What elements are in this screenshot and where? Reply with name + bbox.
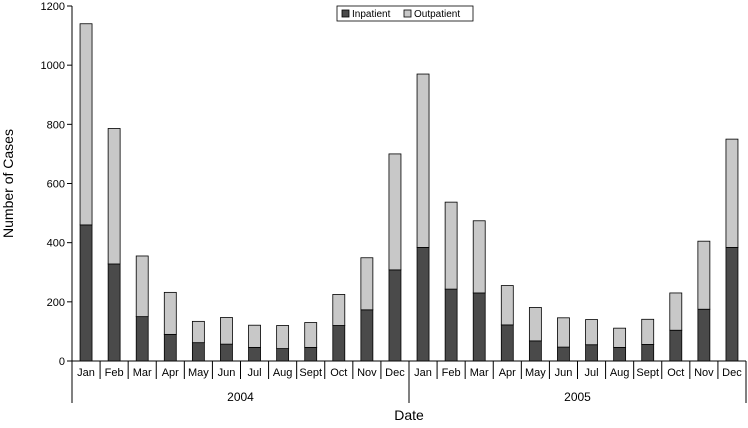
outpatient-bar [613, 327, 627, 348]
inpatient-bar [725, 246, 739, 362]
outpatient-bar [360, 257, 374, 311]
outpatient-bar [332, 294, 346, 326]
outpatient-bar [444, 201, 458, 290]
outpatient-bar [248, 324, 261, 348]
outpatient-bar [472, 220, 486, 294]
x-tick-label: Apr [162, 367, 179, 379]
y-axis-title: Number of Cases [0, 129, 16, 238]
y-tick-label: 1000 [41, 60, 65, 72]
inpatient-bar [276, 348, 290, 362]
y-tick-label: 200 [47, 297, 65, 309]
inpatient-bar [248, 346, 261, 362]
x-tick-label: May [188, 367, 209, 379]
axes [67, 5, 747, 403]
inpatient-bar [472, 292, 486, 362]
outpatient-bar [276, 325, 290, 349]
x-tick-label: Jul [585, 367, 599, 379]
inpatient-bar [388, 269, 402, 362]
legend-swatch-outpatient [403, 9, 412, 18]
x-tick-label: Jan [414, 367, 432, 379]
outpatient-bar [585, 319, 598, 346]
inpatient-bar [191, 342, 205, 362]
x-tick-label: Aug [610, 367, 630, 379]
legend-label-inpatient: Inpatient [352, 9, 391, 20]
inpatient-bar [585, 344, 598, 362]
outpatient-bar [135, 255, 149, 318]
outpatient-bar [500, 285, 514, 326]
x-tick-label: Jun [555, 367, 573, 379]
legend: Inpatient Outpatient [336, 5, 474, 22]
outpatient-bar [220, 317, 233, 345]
x-tick-label: Jul [248, 367, 262, 379]
inpatient-bar [163, 333, 177, 362]
inpatient-bar [220, 343, 233, 362]
x-tick-label: Sept [299, 367, 322, 379]
y-tick-label: 0 [59, 356, 65, 368]
x-tick-label: Dec [385, 367, 405, 379]
x-tick-label: May [525, 367, 546, 379]
inpatient-bar [332, 325, 346, 362]
y-tick-label: 1200 [41, 1, 65, 13]
outpatient-bar [697, 240, 711, 310]
inpatient-bar [641, 344, 655, 362]
outpatient-bar [416, 73, 430, 248]
x-tick-label: Dec [722, 367, 742, 379]
x-tick-label: Sept [636, 367, 659, 379]
x-tick-label: Feb [105, 367, 124, 379]
y-tick-label: 600 [47, 179, 65, 191]
bars-group [79, 23, 739, 362]
inpatient-bar [669, 329, 683, 362]
inpatient-bar [416, 246, 430, 362]
inpatient-bar [500, 324, 514, 362]
x-tick-label: Oct [330, 367, 347, 379]
inpatient-bar [444, 288, 458, 362]
y-tick-label: 400 [47, 238, 65, 250]
outpatient-bar [388, 153, 402, 271]
inpatient-bar [613, 346, 627, 362]
x-tick-label: Mar [470, 367, 489, 379]
x-tick-label: Mar [133, 367, 152, 379]
outpatient-bar [107, 128, 121, 265]
x-tick-label: Aug [273, 367, 293, 379]
legend-label-outpatient: Outpatient [414, 9, 460, 20]
x-tick-label: Nov [357, 367, 377, 379]
x-tick-label: Apr [499, 367, 516, 379]
inpatient-bar [107, 263, 121, 362]
x-tick-label: Feb [442, 367, 461, 379]
inpatient-bar [135, 316, 149, 362]
outpatient-bar [557, 317, 570, 348]
outpatient-bar [304, 322, 318, 348]
x-tick-label: Jun [218, 367, 236, 379]
x-tick-label: Oct [667, 367, 684, 379]
y-tick-label: 800 [47, 119, 65, 131]
x-tick-label: Jan [77, 367, 95, 379]
labels-group: 0 200 400 600 800 1000 1200 Number of Cases Jan F… [0, 1, 742, 423]
x-axis-title: Date [394, 407, 424, 423]
outpatient-bar [669, 292, 683, 331]
outpatient-bar [725, 138, 739, 248]
inpatient-bar [697, 308, 711, 362]
inpatient-bar [79, 224, 93, 362]
outpatient-bar [79, 23, 93, 226]
inpatient-bar [557, 346, 570, 362]
x-tick-label: Nov [694, 367, 714, 379]
outpatient-bar [163, 291, 177, 335]
outpatient-bar [191, 320, 205, 344]
year-label: 2005 [564, 390, 591, 404]
inpatient-bar [528, 340, 542, 362]
outpatient-bar [641, 318, 655, 345]
inpatient-bar [360, 309, 374, 362]
outpatient-bar [528, 307, 542, 342]
year-label: 2004 [227, 390, 254, 404]
inpatient-bar [304, 346, 318, 362]
legend-swatch-inpatient [341, 9, 350, 18]
